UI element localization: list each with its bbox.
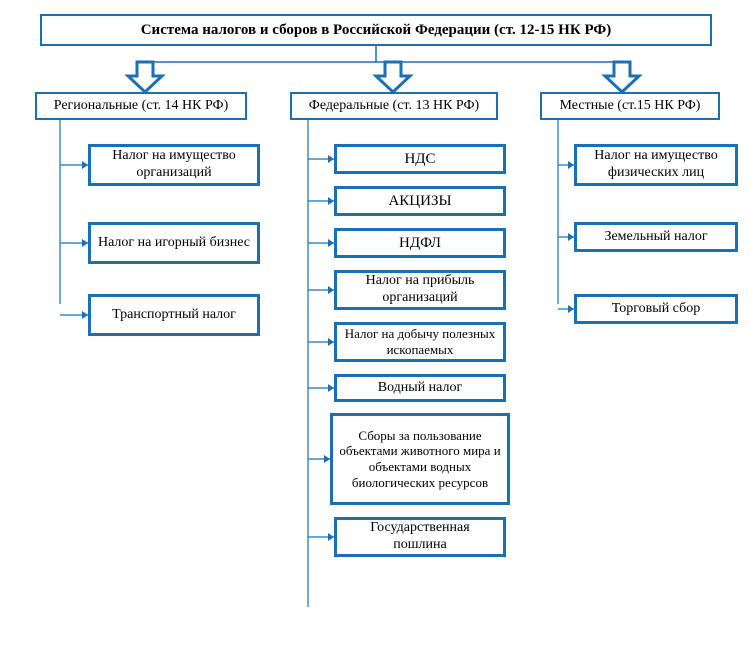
col-federal-header-text: Федеральные (ст. 13 НК РФ): [309, 98, 479, 115]
regional-item-text: Налог на имущество организаций: [97, 148, 251, 182]
local-item: Налог на имущество физических лиц: [574, 144, 738, 186]
federal-item-text: АКЦИЗЫ: [388, 192, 451, 210]
col-federal-header: Федеральные (ст. 13 НК РФ): [290, 92, 498, 120]
regional-item: Налог на игорный бизнес: [88, 222, 260, 264]
federal-item-text: Водный налог: [378, 380, 463, 397]
regional-item-text: Транспортный налог: [112, 307, 236, 324]
federal-item: Водный налог: [334, 374, 506, 402]
regional-item: Налог на имущество организаций: [88, 144, 260, 186]
federal-item: Налог на прибыль организаций: [334, 270, 506, 310]
col-regional-header: Региональные (ст. 14 НК РФ): [35, 92, 247, 120]
federal-item-text: Сборы за пользование объектами животного…: [339, 428, 501, 490]
federal-item: Налог на добычу полезных ископаемых: [334, 322, 506, 362]
federal-item-text: НДФЛ: [399, 234, 441, 252]
federal-item-text: НДС: [404, 150, 435, 168]
local-item: Земельный налог: [574, 222, 738, 252]
col-local-header-text: Местные (ст.15 НК РФ): [560, 98, 701, 115]
root-title-box: Система налогов и сборов в Российской Фе…: [40, 14, 712, 46]
col-regional-header-text: Региональные (ст. 14 НК РФ): [54, 98, 229, 115]
federal-item: НДФЛ: [334, 228, 506, 258]
federal-item-text: Налог на добычу полезных ископаемых: [343, 326, 497, 357]
federal-item: АКЦИЗЫ: [334, 186, 506, 216]
federal-item: Сборы за пользование объектами животного…: [330, 413, 510, 505]
regional-item-text: Налог на игорный бизнес: [98, 235, 250, 252]
federal-item: Государственная пошлина: [334, 517, 506, 557]
federal-item-text: Налог на прибыль организаций: [343, 273, 497, 307]
local-item-text: Налог на имущество физических лиц: [583, 148, 729, 182]
col-local-header: Местные (ст.15 НК РФ): [540, 92, 720, 120]
federal-item-text: Государственная пошлина: [343, 520, 497, 554]
regional-item: Транспортный налог: [88, 294, 260, 336]
local-item-text: Земельный налог: [604, 229, 707, 246]
local-item-text: Торговый сбор: [612, 301, 700, 318]
federal-item: НДС: [334, 144, 506, 174]
root-title: Система налогов и сборов в Российской Фе…: [141, 21, 612, 39]
local-item: Торговый сбор: [574, 294, 738, 324]
